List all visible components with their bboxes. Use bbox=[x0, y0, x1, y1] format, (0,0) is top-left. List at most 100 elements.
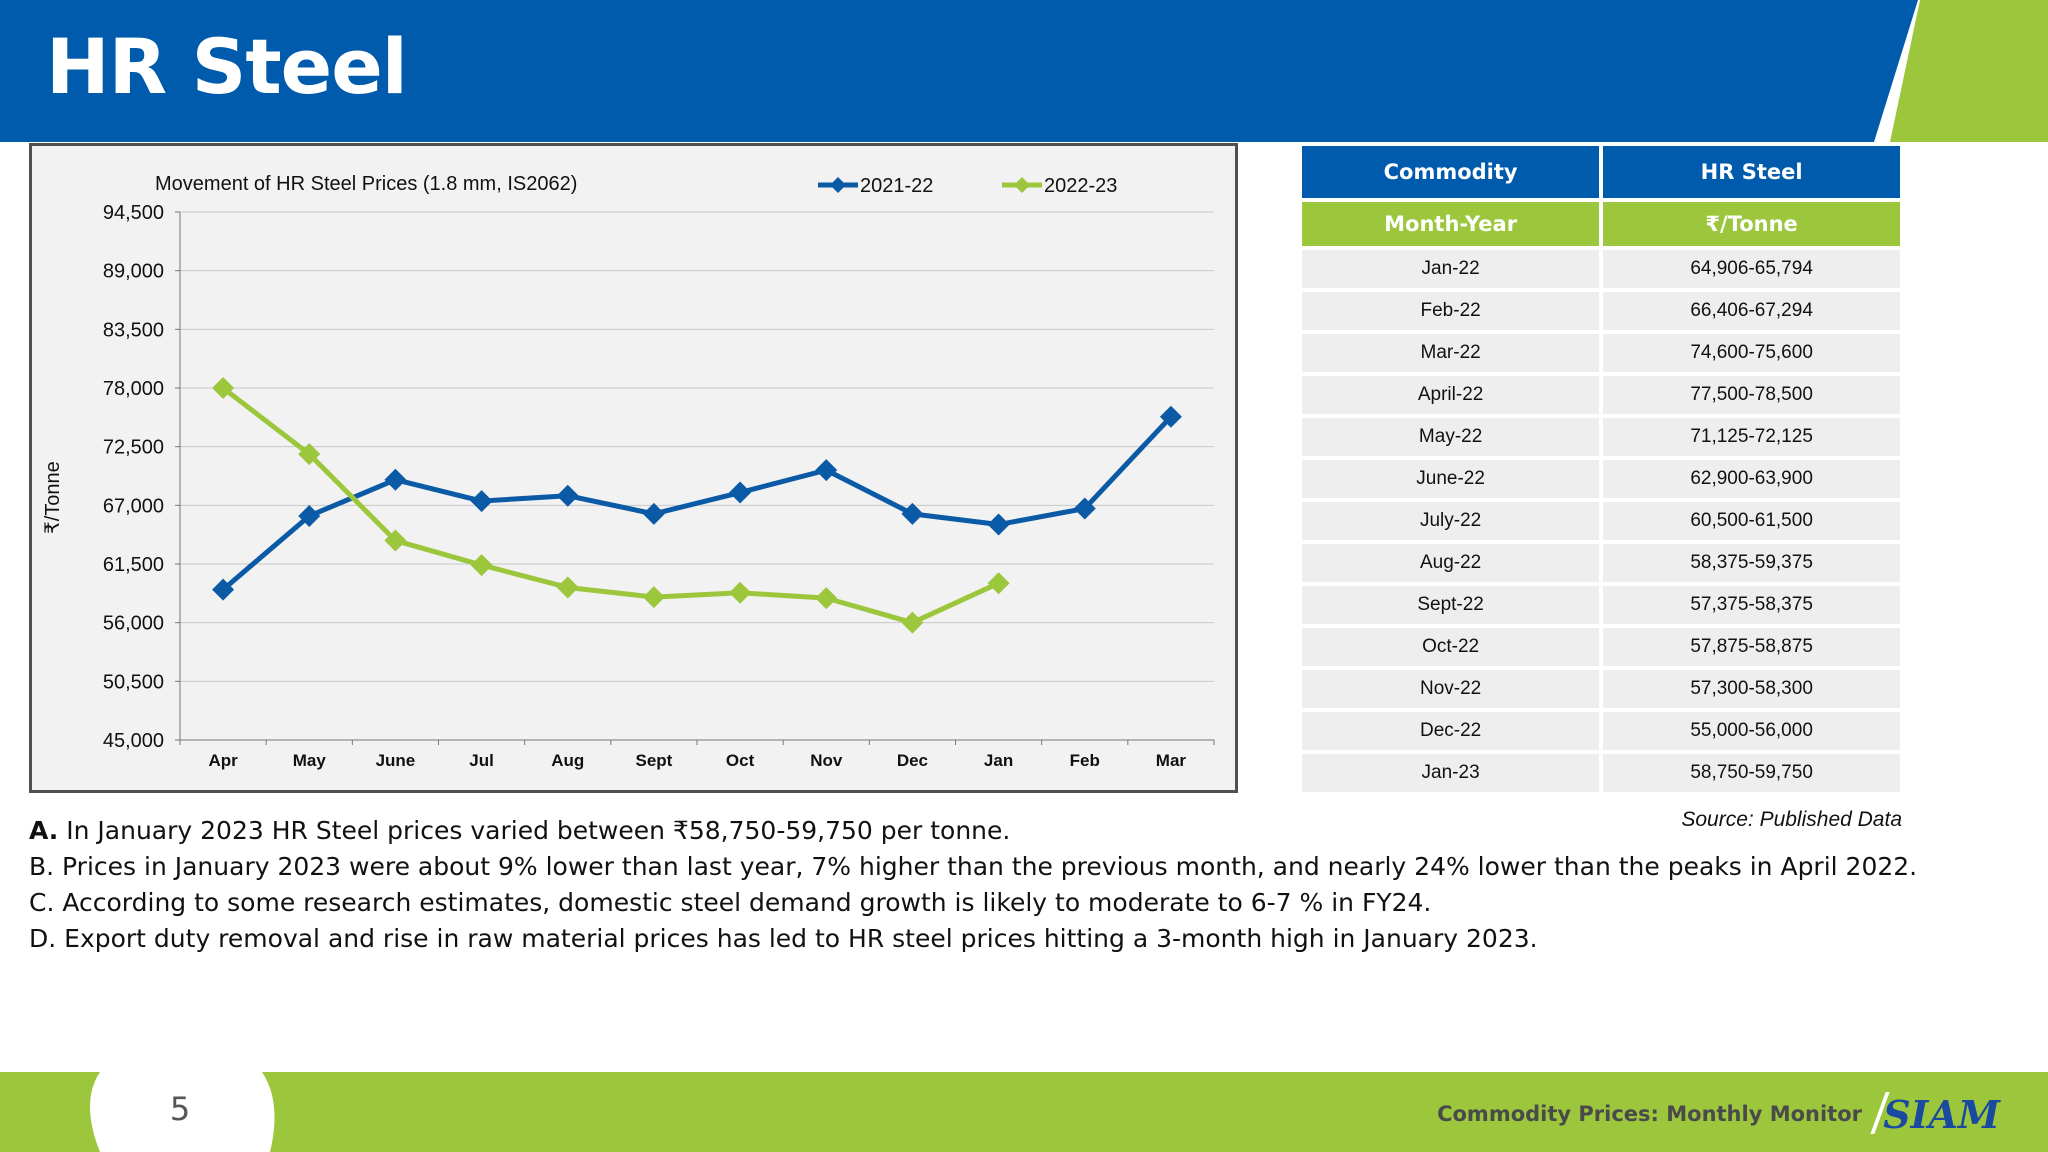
data-point-marker bbox=[987, 513, 1010, 536]
header-green-accent bbox=[1890, 0, 2048, 142]
series-line-2022-23 bbox=[221, 386, 1000, 626]
series-line-2021-22 bbox=[221, 415, 1173, 592]
x-tick-label: Feb bbox=[1070, 751, 1100, 770]
y-tick-label: 89,000 bbox=[103, 261, 164, 283]
data-point-marker bbox=[1159, 405, 1182, 428]
bullet-a-text: In January 2023 HR Steel prices varied b… bbox=[58, 816, 1011, 845]
y-tick-label: 78,000 bbox=[103, 378, 164, 400]
table-row: Dec-22 55,000-56,000 bbox=[1302, 712, 1900, 750]
bullet-a-lead: A. bbox=[29, 816, 59, 845]
y-tick-label: 83,500 bbox=[103, 319, 164, 341]
data-point-marker bbox=[470, 554, 493, 577]
data-point-marker bbox=[815, 587, 838, 610]
data-point-marker bbox=[729, 581, 752, 604]
bullet-a: A. In January 2023 HR Steel prices varie… bbox=[29, 813, 1929, 849]
siam-logo: SIAM bbox=[1883, 1092, 2000, 1137]
table-row: Aug-22 58,375-59,375 bbox=[1302, 544, 1900, 582]
table-cell-month: Jan-23 bbox=[1302, 754, 1600, 792]
data-point-marker bbox=[642, 502, 665, 525]
table-cell-month: May-22 bbox=[1302, 418, 1600, 456]
table-cell-month: July-22 bbox=[1302, 502, 1600, 540]
y-tick-label: 45,000 bbox=[103, 730, 164, 752]
table-cell-price: 57,875-58,875 bbox=[1603, 628, 1900, 666]
header-band bbox=[0, 0, 2048, 142]
y-axis-ticks: 45,000 50,500 56,000 61,500 67,000 72,500 78,0… bbox=[103, 202, 164, 752]
table-row: Jan-23 58,750-59,750 bbox=[1302, 754, 1900, 792]
x-tick-label: Jan bbox=[984, 751, 1013, 770]
data-point-marker bbox=[384, 529, 407, 552]
y-tick-label: 67,000 bbox=[103, 495, 164, 517]
data-point-marker bbox=[987, 572, 1010, 595]
bullet-d: D. Export duty removal and rise in raw m… bbox=[29, 924, 1538, 953]
table-header-row: Commodity HR Steel bbox=[1302, 146, 1900, 198]
table-subheader-unit: ₹/Tonne bbox=[1603, 202, 1900, 246]
legend: 2021-22 2022-23 bbox=[818, 175, 1117, 197]
data-point-marker bbox=[1073, 497, 1096, 520]
y-tick-label: 50,500 bbox=[103, 671, 164, 693]
y-tick-label: 72,500 bbox=[103, 437, 164, 459]
footer-caption: Commodity Prices: Monthly Monitor bbox=[1437, 1102, 1862, 1126]
y-axis-title: ₹/Tonne bbox=[42, 461, 64, 534]
table-header-hr-steel: HR Steel bbox=[1603, 146, 1900, 198]
x-tick-label: May bbox=[293, 751, 327, 770]
table-row: Oct-22 57,875-58,875 bbox=[1302, 628, 1900, 666]
table-cell-price: 66,406-67,294 bbox=[1603, 292, 1900, 330]
y-tick-label: 94,500 bbox=[103, 202, 164, 224]
x-tick-label: Aug bbox=[551, 751, 584, 770]
data-point-marker bbox=[212, 578, 235, 601]
data-point-marker bbox=[642, 586, 665, 609]
footer-page-tab bbox=[90, 1072, 275, 1152]
y-tick-label: 61,500 bbox=[103, 554, 164, 576]
table-cell-price: 64,906-65,794 bbox=[1603, 250, 1900, 288]
table-cell-month: April-22 bbox=[1302, 376, 1600, 414]
table-cell-price: 55,000-56,000 bbox=[1603, 712, 1900, 750]
table-row: Feb-22 66,406-67,294 bbox=[1302, 292, 1900, 330]
table-cell-price: 77,500-78,500 bbox=[1603, 376, 1900, 414]
data-point-marker bbox=[556, 484, 579, 507]
table-cell-price: 58,750-59,750 bbox=[1603, 754, 1900, 792]
x-tick-label: Apr bbox=[208, 751, 238, 770]
bullet-c: C. According to some research estimates,… bbox=[29, 888, 1432, 917]
series-layer bbox=[212, 377, 1182, 634]
table-cell-price: 57,375-58,375 bbox=[1603, 586, 1900, 624]
table-cell-month: June-22 bbox=[1302, 460, 1600, 498]
table-row: April-22 77,500-78,500 bbox=[1302, 376, 1900, 414]
page-title: HR Steel bbox=[46, 22, 408, 111]
x-tick-label: June bbox=[376, 751, 416, 770]
gridlines bbox=[180, 211, 1214, 682]
table-subheader-row: Month-Year ₹/Tonne bbox=[1302, 202, 1900, 246]
bullet-b: B. Prices in January 2023 were about 9% … bbox=[29, 852, 1918, 881]
line-chart: Movement of HR Steel Prices (1.8 mm, IS2… bbox=[42, 173, 1215, 770]
x-tick-label: Dec bbox=[897, 751, 928, 770]
table-cell-price: 71,125-72,125 bbox=[1603, 418, 1900, 456]
commentary: A. In January 2023 HR Steel prices varie… bbox=[29, 813, 1929, 957]
table-cell-price: 58,375-59,375 bbox=[1603, 544, 1900, 582]
legend-marker bbox=[830, 177, 846, 193]
chart-title: Movement of HR Steel Prices (1.8 mm, IS2… bbox=[155, 173, 577, 195]
price-table: Commodity HR Steel Month-Year ₹/Tonne Ja… bbox=[1298, 142, 1904, 796]
table-row: Mar-22 74,600-75,600 bbox=[1302, 334, 1900, 372]
page-number: 5 bbox=[169, 1090, 191, 1128]
table-cell-month: Dec-22 bbox=[1302, 712, 1600, 750]
data-point-marker bbox=[901, 502, 924, 525]
table-header-commodity: Commodity bbox=[1302, 146, 1600, 198]
table-cell-month: Nov-22 bbox=[1302, 670, 1600, 708]
legend-label: 2021-22 bbox=[860, 175, 933, 197]
data-point-marker bbox=[815, 459, 838, 482]
footer-band bbox=[0, 1072, 2048, 1152]
x-tick-label: Sept bbox=[635, 751, 672, 770]
table-cell-price: 60,500-61,500 bbox=[1603, 502, 1900, 540]
x-tick-label: Nov bbox=[810, 751, 843, 770]
data-point-marker bbox=[901, 611, 924, 634]
table-body: Jan-22 64,906-65,794 Feb-22 66,406-67,294 Ma… bbox=[1302, 250, 1900, 792]
table-subheader-month-year: Month-Year bbox=[1302, 202, 1600, 246]
table-cell-price: 62,900-63,900 bbox=[1603, 460, 1900, 498]
data-point-marker bbox=[212, 377, 235, 399]
data-point-marker bbox=[384, 468, 407, 491]
data-point-marker bbox=[556, 576, 579, 599]
table-cell-month: Aug-22 bbox=[1302, 544, 1600, 582]
table-row: Nov-22 57,300-58,300 bbox=[1302, 670, 1900, 708]
x-axis-ticks: Apr May June Jul Aug Sept Oct Nov Dec Jan Feb Mar bbox=[208, 751, 1186, 770]
table-row: July-22 60,500-61,500 bbox=[1302, 502, 1900, 540]
axes bbox=[175, 211, 1215, 745]
